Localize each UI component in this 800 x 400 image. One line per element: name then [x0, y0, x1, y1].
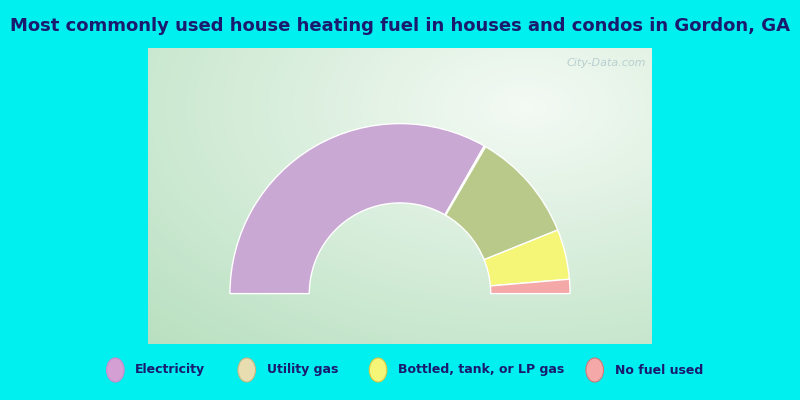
Text: Most commonly used house heating fuel in houses and condos in Gordon, GA: Most commonly used house heating fuel in…: [10, 17, 790, 35]
Text: Bottled, tank, or LP gas: Bottled, tank, or LP gas: [398, 364, 564, 376]
Text: City-Data.com: City-Data.com: [566, 58, 646, 68]
Text: Utility gas: Utility gas: [266, 364, 338, 376]
Wedge shape: [446, 147, 558, 260]
Ellipse shape: [370, 358, 387, 382]
Wedge shape: [484, 230, 570, 286]
Wedge shape: [230, 124, 484, 294]
Wedge shape: [445, 146, 486, 215]
Text: No fuel used: No fuel used: [614, 364, 703, 376]
Ellipse shape: [238, 358, 255, 382]
Wedge shape: [490, 279, 570, 294]
Ellipse shape: [586, 358, 603, 382]
Text: Electricity: Electricity: [135, 364, 206, 376]
Ellipse shape: [106, 358, 124, 382]
